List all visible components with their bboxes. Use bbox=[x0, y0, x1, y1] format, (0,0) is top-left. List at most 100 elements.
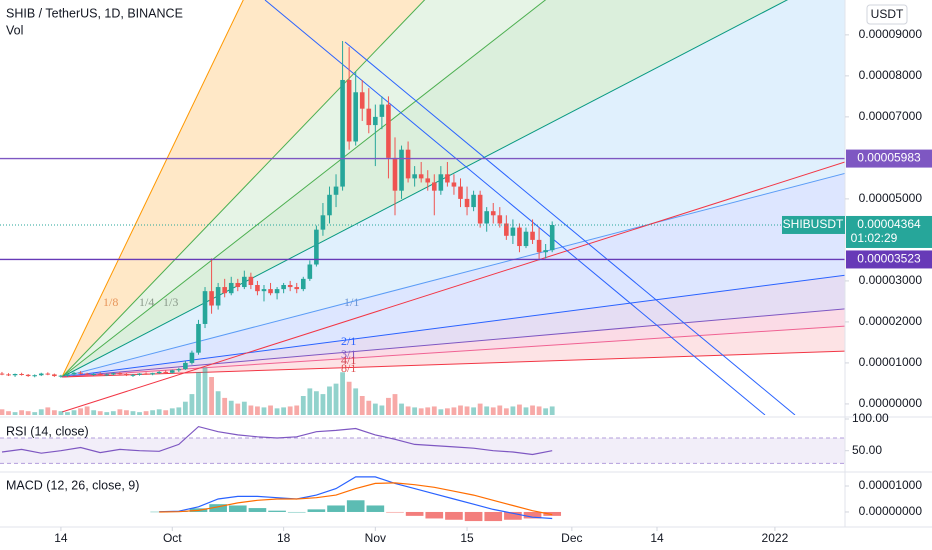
x-tick-label: 15 bbox=[460, 531, 474, 545]
macd-histogram-bar bbox=[268, 510, 286, 512]
macd-histogram-bar bbox=[248, 508, 267, 512]
level-tag bbox=[846, 149, 932, 168]
macd-histogram-bar bbox=[150, 511, 168, 513]
volume-bar bbox=[517, 404, 522, 415]
volume-bar bbox=[235, 403, 241, 415]
candle-body bbox=[222, 287, 227, 294]
countdown: 01:02:29 bbox=[851, 231, 898, 245]
volume-bar bbox=[104, 412, 110, 415]
volume-bar bbox=[399, 403, 404, 415]
candle-body bbox=[91, 373, 96, 375]
candle-body bbox=[510, 227, 516, 236]
currency-button[interactable] bbox=[866, 4, 908, 25]
volume-bar bbox=[274, 408, 280, 415]
candle-body bbox=[176, 369, 182, 371]
volume-bar bbox=[307, 388, 313, 415]
macd-pane bbox=[150, 476, 562, 522]
candle-body bbox=[451, 182, 457, 187]
y-tick-label: 0.00007000 bbox=[859, 109, 923, 123]
candle-body bbox=[484, 211, 489, 224]
candle-body bbox=[431, 182, 437, 191]
volume-bar bbox=[38, 409, 44, 415]
volume-bar bbox=[163, 410, 169, 415]
candle-body bbox=[497, 215, 503, 224]
level-label: 0.00005983 bbox=[857, 151, 921, 165]
macd-histogram-bar bbox=[228, 505, 247, 512]
candle-body bbox=[169, 370, 175, 373]
y-tick-label: 0.00001000 bbox=[859, 478, 923, 492]
volume-bar bbox=[392, 394, 398, 415]
y-tick-label: 0.00008000 bbox=[859, 68, 923, 82]
fan-label: 1/3 bbox=[163, 295, 178, 309]
volume-bar bbox=[372, 403, 378, 415]
candle-body bbox=[353, 92, 358, 142]
last-price-label: 0.00004364 bbox=[857, 217, 921, 231]
volume-label: Vol bbox=[6, 23, 23, 37]
fan-label: 8/1 bbox=[341, 361, 356, 375]
currency[interactable]: USDT bbox=[871, 7, 904, 21]
macd-histogram-bar bbox=[425, 511, 444, 519]
macd-histogram-bar bbox=[445, 511, 463, 520]
volume-bar bbox=[0, 409, 5, 415]
volume-bar bbox=[91, 410, 97, 415]
volume-bar bbox=[261, 407, 267, 415]
macd-histogram-bar bbox=[405, 511, 424, 516]
candle-body bbox=[418, 174, 424, 179]
y-tick-label: 0.00000000 bbox=[859, 396, 923, 410]
candle-body bbox=[137, 373, 142, 375]
y-tick-label: 0.00000000 bbox=[859, 504, 923, 518]
fan-ray bbox=[61, 350, 845, 378]
volume-bar bbox=[65, 412, 70, 415]
volume-bar bbox=[248, 405, 254, 415]
candle-body bbox=[523, 231, 529, 247]
candle-body bbox=[477, 194, 483, 224]
rsi-title: RSI (14, close) bbox=[6, 424, 89, 438]
level-label: 0.00003523 bbox=[857, 252, 921, 266]
volume-bar bbox=[379, 405, 385, 415]
volume-bar bbox=[117, 409, 123, 415]
candle-body bbox=[405, 149, 411, 179]
x-tick-label: Oct bbox=[163, 531, 182, 545]
volume-bar bbox=[523, 407, 529, 415]
chart-title: SHIB / TetherUS, 1D, BINANCE bbox=[6, 6, 183, 20]
volume-bar bbox=[124, 410, 129, 415]
candle-body bbox=[386, 104, 391, 158]
symbol-tag bbox=[782, 215, 845, 234]
volume-bar bbox=[543, 408, 549, 415]
macd-histogram-bar bbox=[484, 511, 503, 522]
volume-bar bbox=[294, 405, 300, 415]
candle-body bbox=[209, 291, 214, 306]
candle-body bbox=[143, 373, 149, 375]
macd-histogram-bar bbox=[346, 500, 365, 512]
macd-histogram-bar bbox=[386, 511, 404, 513]
y-tick-label: 100.00 bbox=[852, 411, 889, 425]
volume-bar bbox=[451, 407, 457, 415]
volume-bar bbox=[169, 408, 175, 415]
volume-bar bbox=[143, 411, 149, 415]
candle-body bbox=[163, 371, 169, 373]
symbol-label: SHIBUSDT bbox=[783, 217, 844, 231]
fan-label: 4/1 bbox=[341, 353, 356, 367]
fan-ray bbox=[61, 308, 845, 378]
candle-body bbox=[0, 373, 5, 375]
macd-histogram-bar bbox=[366, 505, 385, 512]
volume-bar bbox=[130, 411, 136, 415]
candle-body bbox=[117, 373, 123, 375]
candle-body bbox=[65, 374, 70, 376]
rsi-line bbox=[1, 425, 553, 456]
x-tick-label: 18 bbox=[277, 531, 291, 545]
candle-body bbox=[340, 79, 345, 187]
candle-body bbox=[274, 289, 280, 294]
candle-body bbox=[458, 186, 463, 199]
volume-bar bbox=[484, 406, 490, 415]
candle-body bbox=[307, 264, 313, 279]
volume-bar bbox=[497, 405, 503, 415]
volume-bar bbox=[386, 397, 391, 415]
volume-bar bbox=[255, 406, 260, 415]
candle-body bbox=[268, 289, 273, 294]
candle-body bbox=[464, 198, 470, 208]
x-tick-label: 14 bbox=[54, 531, 68, 545]
macd-histogram-bar bbox=[523, 511, 542, 519]
volume-bar bbox=[97, 411, 103, 415]
